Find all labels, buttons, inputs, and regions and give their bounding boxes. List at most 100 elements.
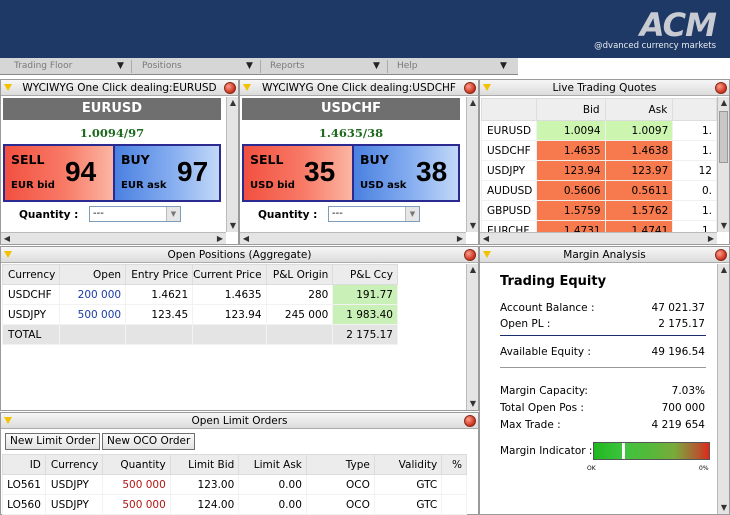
column-header-type[interactable]: Type [305,454,375,475]
column-header-currency[interactable]: Currency [44,454,104,475]
quote-bid[interactable]: 123.94 [535,160,606,181]
scroll-up-icon[interactable]: ▲ [229,98,237,107]
vertical-scrollbar[interactable]: ▲ ▼ [717,97,729,232]
scroll-down-icon[interactable]: ▼ [469,399,477,408]
sell-button[interactable]: SELL EUR bid 94 [5,146,113,200]
scroll-left-icon[interactable]: ◀ [3,234,11,243]
quote-row[interactable]: USDCHF 1.4635 1.4638 1. [481,140,717,161]
column-header-open[interactable]: Open [59,264,127,285]
scroll-up-icon[interactable]: ▲ [469,98,477,107]
close-icon[interactable] [715,249,727,261]
dealing-panel-eurusd: WYCIWYG One Click dealing:EURUSD EURUSD … [0,79,239,245]
menu-trading-floor[interactable]: Trading Floor [14,61,73,71]
buy-button[interactable]: BUY USD ask 38 [352,146,458,200]
scroll-right-icon[interactable]: ▶ [707,234,715,243]
vertical-scrollbar[interactable]: ▲ ▼ [466,264,478,410]
column-header-pl-origin[interactable]: P&L Origin [265,264,334,285]
close-icon[interactable] [464,415,476,427]
quote-row[interactable]: EURUSD 1.0094 1.0097 1. [481,120,717,141]
scroll-left-icon[interactable]: ◀ [242,234,250,243]
position-row[interactable]: USDCHF 200 000 1.4621 1.4635 280 191.77 [1,284,398,305]
scroll-left-icon[interactable]: ◀ [482,234,490,243]
quote-row[interactable]: USDJPY 123.94 123.97 12 [481,160,717,181]
column-header-current-price[interactable]: Current Price [192,264,267,285]
quote-bid[interactable]: 0.5606 [535,180,606,201]
chevron-down-icon[interactable]: ▼ [166,207,180,221]
chevron-down-icon[interactable]: ▼ [246,61,253,71]
vertical-scrollbar[interactable]: ▲ ▼ [226,97,238,232]
scroll-thumb[interactable] [719,111,728,163]
quote-ask[interactable]: 1.5762 [604,200,674,221]
pin-icon[interactable] [4,84,12,91]
pin-icon[interactable] [483,251,491,258]
column-header-id[interactable]: ID [2,454,46,475]
trade-box: SELL EUR bid 94 BUY EUR ask 97 [3,144,221,202]
column-header-pl-ccy[interactable]: P&L Ccy [332,264,398,285]
column-header-percent[interactable]: % [441,454,467,475]
new-oco-order-button[interactable]: New OCO Order [102,433,196,450]
pin-icon[interactable] [483,84,491,91]
chevron-down-icon[interactable]: ▼ [373,61,380,71]
scroll-right-icon[interactable]: ▶ [216,234,224,243]
scroll-up-icon[interactable]: ▲ [469,265,477,274]
column-header-currency[interactable]: Currency [1,264,61,285]
quote-ask[interactable]: 0.5611 [604,180,674,201]
close-icon[interactable] [464,82,476,94]
order-type: OCO [305,494,375,515]
total-row: TOTAL 2 175.17 [1,324,398,345]
scroll-down-icon[interactable]: ▼ [720,221,728,230]
chevron-down-icon[interactable]: ▼ [117,61,124,71]
quote-bid[interactable]: 1.4635 [535,140,606,161]
scroll-up-icon[interactable]: ▲ [720,98,728,107]
column-header-limit-ask[interactable]: Limit Ask [238,454,307,475]
buy-sub-label: USD ask [360,180,407,191]
horizontal-scrollbar[interactable]: ◀ ▶ [480,232,717,244]
pin-icon[interactable] [4,251,12,258]
quote-row[interactable]: GBPUSD 1.5759 1.5762 1. [481,200,717,221]
limit-order-row[interactable]: LO560 USDJPY 500 000 124.00 0.00 OCO GTC [2,494,467,515]
order-percent [441,474,467,495]
scroll-down-icon[interactable]: ▼ [469,221,477,230]
quote-bid[interactable]: 1.5759 [535,200,606,221]
column-header-limit-bid[interactable]: Limit Bid [169,454,240,475]
buy-button[interactable]: BUY EUR ask 97 [113,146,219,200]
close-icon[interactable] [715,82,727,94]
column-header-entry-price[interactable]: Entry Price [125,264,194,285]
scroll-right-icon[interactable]: ▶ [456,234,464,243]
scroll-up-icon[interactable]: ▲ [720,265,728,274]
quantity-select[interactable]: --- ▼ [89,206,181,222]
column-header-bid[interactable]: Bid [535,98,606,121]
quote-row[interactable]: AUDUSD 0.5606 0.5611 0. [481,180,717,201]
position-pl-origin: 280 [265,284,334,305]
vertical-scrollbar[interactable]: ▲ ▼ [466,97,478,232]
menu-reports[interactable]: Reports [270,61,305,71]
column-header [672,98,717,121]
quote-bid[interactable]: 1.0094 [535,120,606,141]
limit-order-row[interactable]: LO561 USDJPY 500 000 123.00 0.00 OCO GTC [2,474,467,495]
position-row[interactable]: USDJPY 500 000 123.45 123.94 245 000 1 983.40 [1,304,398,325]
pin-icon[interactable] [243,84,251,91]
quantity-select[interactable]: --- ▼ [328,206,420,222]
vertical-scrollbar[interactable]: ▲ ▼ [717,264,729,514]
pin-icon[interactable] [4,417,12,424]
sell-sub-label: USD bid [250,180,295,191]
column-header-ask[interactable]: Ask [604,98,674,121]
panel-title-bar: Open Positions (Aggregate) [1,247,478,263]
column-header-validity[interactable]: Validity [373,454,443,475]
chevron-down-icon[interactable]: ▼ [500,61,507,71]
scroll-down-icon[interactable]: ▼ [720,503,728,512]
menu-help[interactable]: Help [397,61,418,71]
new-limit-order-button[interactable]: New Limit Order [5,433,101,450]
sell-button[interactable]: SELL USD bid 35 [244,146,352,200]
quote-ask[interactable]: 1.0097 [604,120,674,141]
quote-ask[interactable]: 123.97 [604,160,674,181]
horizontal-scrollbar[interactable]: ◀ ▶ [1,232,226,244]
column-header-quantity[interactable]: Quantity [102,454,171,475]
close-icon[interactable] [224,82,236,94]
scroll-down-icon[interactable]: ▼ [229,221,237,230]
quote-ask[interactable]: 1.4638 [604,140,674,161]
menu-positions[interactable]: Positions [142,61,182,71]
close-icon[interactable] [464,249,476,261]
chevron-down-icon[interactable]: ▼ [405,207,419,221]
horizontal-scrollbar[interactable]: ◀ ▶ [240,232,466,244]
